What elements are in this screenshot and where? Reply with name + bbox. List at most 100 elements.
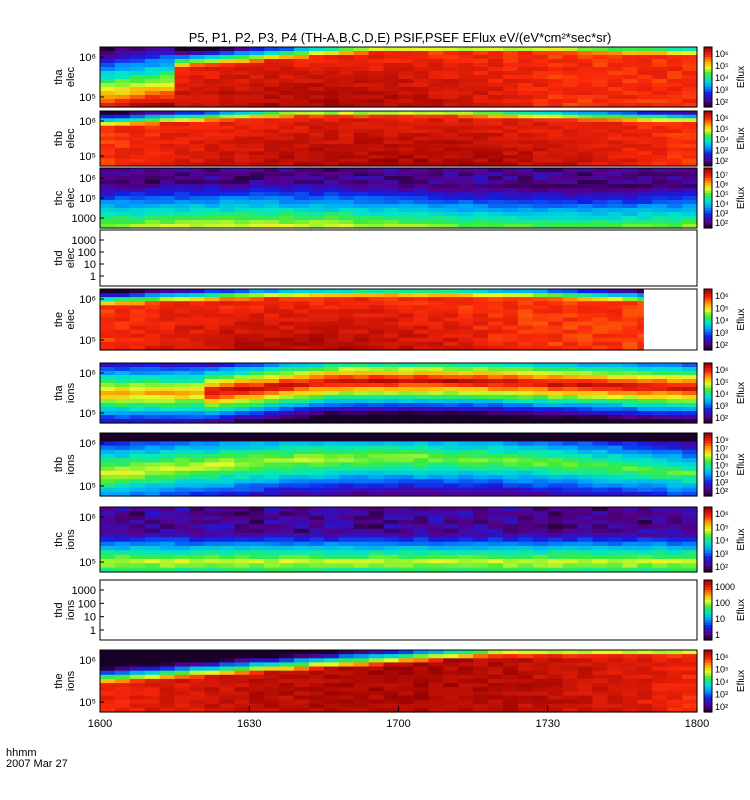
heatmap-cell: [294, 533, 310, 538]
heatmap-cell: [100, 403, 116, 408]
heatmap-cell: [204, 140, 220, 145]
heatmap-cell: [413, 479, 429, 484]
heatmap-cell: [189, 51, 206, 56]
heatmap-cell: [458, 546, 474, 551]
heatmap-cell: [577, 674, 594, 680]
heatmap-cell: [517, 125, 534, 130]
heatmap-cell: [607, 454, 623, 459]
heatmap-cell: [607, 196, 623, 201]
heatmap-cell: [353, 550, 370, 556]
heatmap-cell: [517, 449, 534, 455]
heatmap-cell: [458, 47, 474, 52]
heatmap-cell: [398, 546, 414, 551]
heatmap-cell: [592, 487, 608, 493]
heatmap-cell: [443, 200, 459, 205]
heatmap-cell: [338, 678, 355, 684]
heatmap-cell: [159, 462, 176, 468]
heatmap-cell: [637, 99, 653, 104]
heatmap-cell: [114, 204, 131, 209]
heatmap-cell: [577, 337, 594, 343]
heatmap-cell: [129, 383, 146, 388]
heatmap-cell: [353, 216, 370, 221]
heatmap-cell: [114, 662, 131, 668]
heatmap-cell: [652, 75, 668, 80]
heatmap-cell: [234, 91, 250, 96]
heatmap-cell: [458, 79, 474, 84]
heatmap-cell: [264, 399, 280, 404]
heatmap-cell: [144, 520, 161, 525]
colorbar-label: Eflux: [736, 528, 747, 550]
heatmap-cell: [174, 125, 191, 130]
heatmap-cell: [532, 125, 549, 130]
heatmap-cell: [174, 433, 191, 438]
heatmap-cell: [353, 220, 370, 225]
heatmap-cell: [622, 309, 638, 314]
heatmap-cell: [503, 216, 519, 221]
heatmap-cell: [264, 483, 280, 489]
heatmap-cell: [323, 51, 340, 56]
heatmap-cell: [174, 297, 191, 302]
heatmap-cell: [443, 550, 459, 556]
heatmap-cell: [279, 321, 295, 327]
heatmap-cell: [338, 172, 355, 177]
heatmap-cell: [383, 313, 400, 319]
heatmap-cell: [279, 707, 295, 713]
colorbar-segment: [704, 342, 712, 346]
heatmap-cell: [473, 133, 489, 138]
heatmap-cell: [652, 147, 668, 152]
heatmap-cell: [309, 707, 325, 713]
heatmap-cell: [517, 118, 534, 123]
panel-frame: [99, 288, 698, 351]
heatmap-cell: [114, 345, 131, 351]
heatmap-cell: [458, 520, 474, 525]
heatmap-cell: [368, 567, 385, 573]
heatmap-cell: [667, 391, 683, 396]
heatmap-cell: [503, 301, 519, 306]
heatmap-cell: [129, 375, 146, 380]
heatmap-cell: [129, 515, 146, 521]
heatmap-cell: [159, 674, 176, 680]
heatmap-cell: [637, 140, 653, 145]
heatmap-cell: [219, 470, 235, 476]
colorbar-segment: [704, 311, 712, 315]
heatmap-cell: [189, 208, 206, 213]
colorbar-segment: [704, 213, 712, 217]
heatmap-cell: [234, 176, 250, 181]
heatmap-cell: [204, 333, 220, 339]
heatmap-cell: [249, 140, 265, 145]
heatmap-cell: [562, 59, 579, 64]
heatmap-cell: [264, 371, 280, 376]
colorbar-label: Eflux: [736, 453, 747, 475]
colorbar-segment: [704, 64, 712, 68]
heatmap-cell: [174, 155, 191, 160]
heatmap-cell: [353, 454, 370, 459]
heatmap-cell: [249, 415, 265, 420]
heatmap-cell: [398, 337, 414, 343]
heatmap-cell: [383, 99, 400, 104]
heatmap-cell: [189, 75, 206, 80]
heatmap-cell: [219, 192, 235, 197]
heatmap-cell: [592, 317, 608, 323]
heatmap-cell: [473, 363, 489, 368]
heatmap-cell: [189, 458, 206, 463]
heatmap-cell: [473, 391, 489, 396]
heatmap-cell: [682, 118, 698, 123]
heatmap-cell: [637, 172, 653, 177]
heatmap-cell: [323, 454, 340, 459]
heatmap-cell: [219, 59, 235, 64]
heatmap-cell: [532, 691, 549, 696]
heatmap-cell: [159, 129, 176, 134]
heatmap-cell: [443, 47, 459, 52]
heatmap-cell: [547, 403, 564, 408]
heatmap-cell: [413, 419, 429, 424]
heatmap-cell: [622, 158, 638, 163]
colorbar-segment: [704, 627, 712, 631]
heatmap-cell: [517, 483, 534, 489]
heatmap-cell: [204, 479, 220, 484]
heatmap-cell: [174, 654, 191, 659]
heatmap-cell: [234, 445, 250, 451]
heatmap-cell: [562, 129, 579, 134]
heatmap-cell: [144, 204, 161, 209]
heatmap-cell: [592, 379, 608, 384]
heatmap-cell: [279, 559, 295, 564]
